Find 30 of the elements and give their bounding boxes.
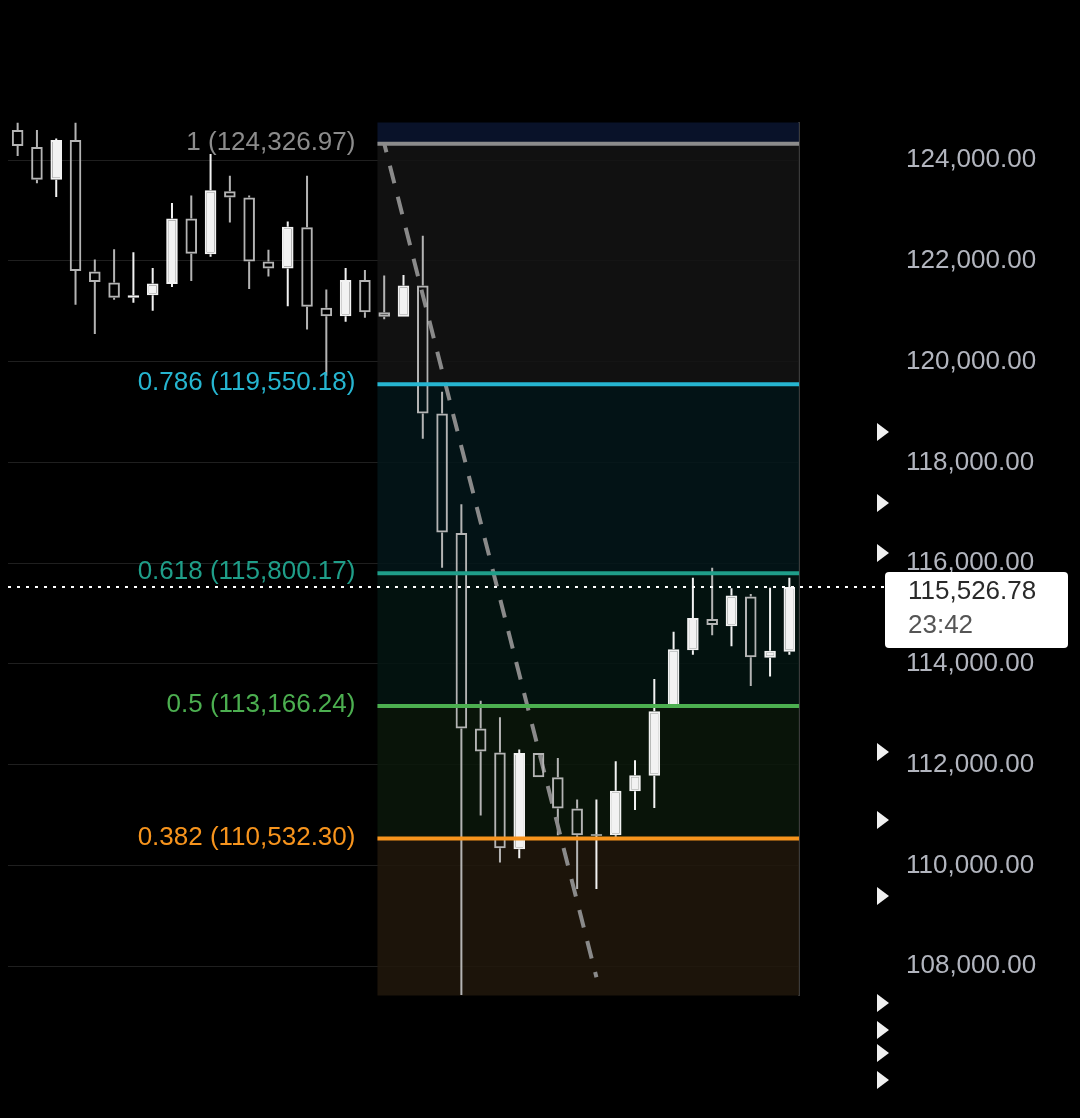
y-tick-label: 124,000.00 xyxy=(906,143,1037,174)
candlestick xyxy=(339,266,352,323)
candlestick xyxy=(725,587,738,648)
y-tick-label: 118,000.00 xyxy=(906,445,1035,476)
candlestick xyxy=(281,220,294,308)
ref-line-label: 115,526.78 xyxy=(908,575,1037,606)
ref-line-label: 1 (124,326.97) xyxy=(186,125,356,156)
candlestick xyxy=(687,576,699,656)
text: 23:42 xyxy=(908,609,974,640)
candlestick xyxy=(764,586,776,678)
candlestick xyxy=(204,153,217,258)
candlestick xyxy=(166,201,178,289)
y-tick-label: 110,000.00 xyxy=(906,848,1035,879)
y-tick-label: 112,000.00 xyxy=(906,747,1035,778)
candlestick xyxy=(609,760,622,838)
candlestick xyxy=(648,678,661,809)
y-tick-label: 116,000.00 xyxy=(906,546,1035,577)
ref-line-label: 0.786 (119,550.18) xyxy=(137,366,356,397)
y-tick-label: 108,000.00 xyxy=(906,949,1037,980)
y-tick-label: 114,000.00 xyxy=(906,647,1035,678)
candlestick xyxy=(629,759,641,812)
ref-line-label: 0.618 (115,800.17) xyxy=(137,555,356,586)
ref-line-label: 0.382 (110,532.30) xyxy=(137,820,356,851)
y-tick-label: 122,000.00 xyxy=(906,244,1037,275)
ref-line-label: 0.5 (113,166.24) xyxy=(166,688,356,719)
candlestick xyxy=(513,748,526,860)
candlestick xyxy=(783,576,796,656)
candlestick xyxy=(397,273,410,317)
y-tick-label: 120,000.00 xyxy=(906,344,1037,375)
candlestick xyxy=(50,137,63,198)
